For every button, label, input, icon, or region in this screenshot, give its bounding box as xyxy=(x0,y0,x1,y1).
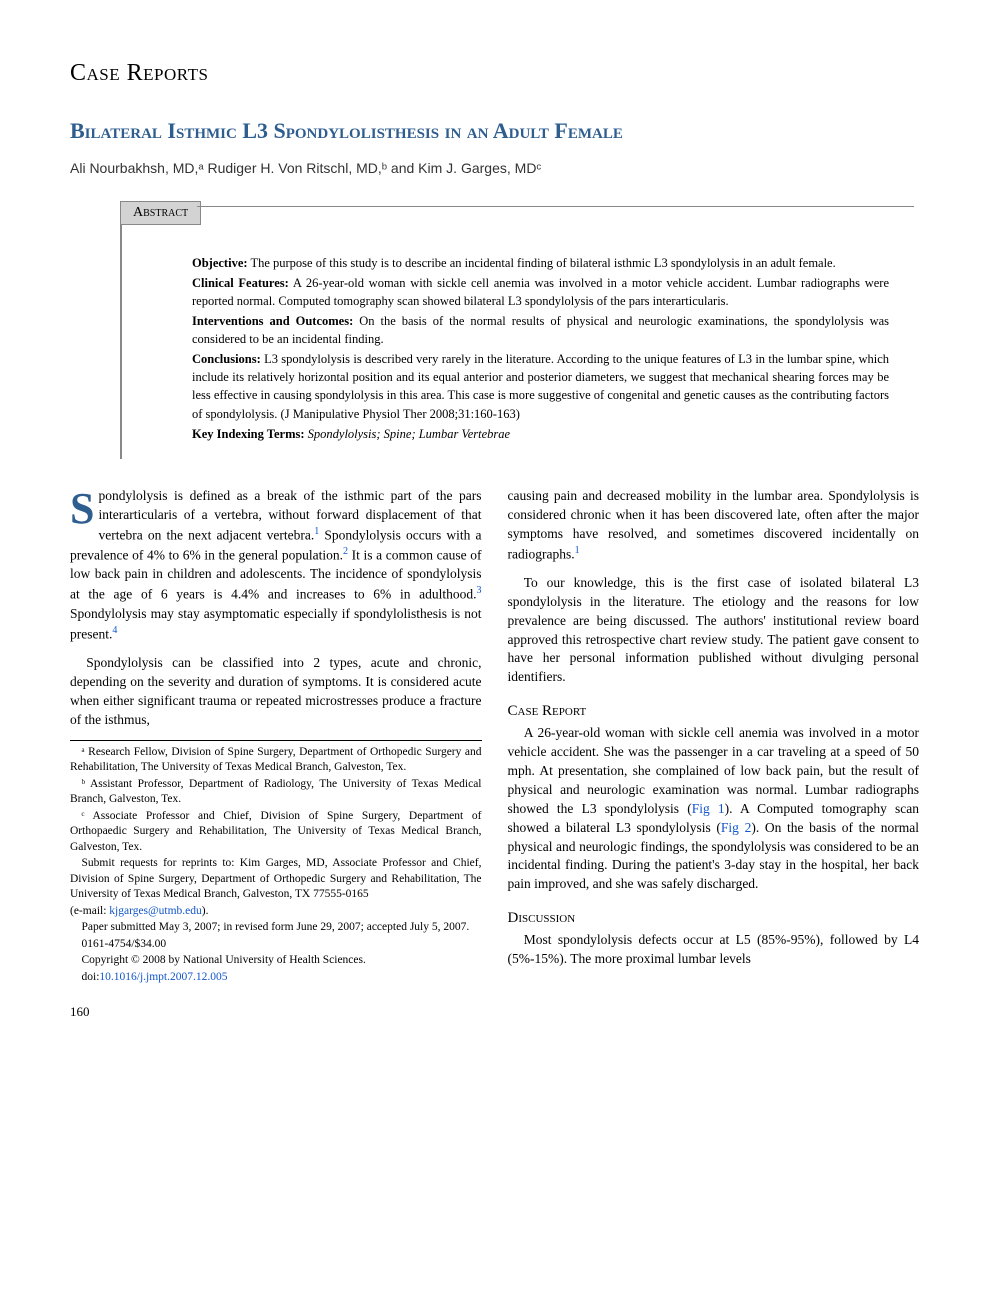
abstract-clinical: A 26-year-old woman with sickle cell ane… xyxy=(192,276,889,308)
footnote-c: ᶜ Associate Professor and Chief, Divisio… xyxy=(70,809,482,856)
case-report-heading: Case Report xyxy=(508,701,920,722)
ref-3[interactable]: 3 xyxy=(477,585,482,596)
abstract-objective: The purpose of this study is to describe… xyxy=(250,256,835,270)
discussion-heading: Discussion xyxy=(508,908,920,929)
footnotes: ᵃ Research Fellow, Division of Spine Sur… xyxy=(70,740,482,986)
abstract-label: Abstract xyxy=(120,201,201,225)
doi-link[interactable]: 10.1016/j.jmpt.2007.12.005 xyxy=(99,971,227,983)
body-p1d: Spondylolysis may stay asymptomatic espe… xyxy=(70,606,482,641)
footnote-doi: doi:10.1016/j.jmpt.2007.12.005 xyxy=(70,970,482,986)
ref-1b[interactable]: 1 xyxy=(575,545,580,556)
abstract-clinical-label: Clinical Features: xyxy=(192,276,289,290)
fig1-link[interactable]: Fig 1 xyxy=(692,801,725,816)
footnote-dates: Paper submitted May 3, 2007; in revised … xyxy=(70,920,482,936)
abstract-box: Abstract Objective: The purpose of this … xyxy=(120,212,919,459)
body-p3a: causing pain and decreased mobility in t… xyxy=(508,488,920,561)
footnote-price: 0161-4754/$34.00 xyxy=(70,937,482,953)
author-line: Ali Nourbakhsh, MD,ᵃ Rudiger H. Von Rits… xyxy=(70,160,919,176)
section-label: Case Reports xyxy=(70,60,919,87)
email-link[interactable]: kjgarges@utmb.edu xyxy=(109,905,201,917)
abstract-concl: L3 spondylolysis is described very rarel… xyxy=(192,352,889,420)
body-p1: Spondylolysis is defined as a break of t… xyxy=(70,487,482,644)
body-columns: Spondylolysis is defined as a break of t… xyxy=(70,487,919,986)
disc-p1: Most spondylolysis defects occur at L5 (… xyxy=(508,931,920,969)
abstract-concl-label: Conclusions: xyxy=(192,352,261,366)
footnote-a: ᵃ Research Fellow, Division of Spine Sur… xyxy=(70,745,482,776)
footnote-submit: Submit requests for reprints to: Kim Gar… xyxy=(70,856,482,903)
footnote-b: ᵇ Assistant Professor, Department of Rad… xyxy=(70,777,482,808)
fig2-link[interactable]: Fig 2 xyxy=(721,820,751,835)
page-number: 160 xyxy=(70,1004,919,1020)
abstract-interv-label: Interventions and Outcomes: xyxy=(192,314,353,328)
body-p4: To our knowledge, this is the first case… xyxy=(508,574,920,687)
body-p3: causing pain and decreased mobility in t… xyxy=(508,487,920,564)
ref-4[interactable]: 4 xyxy=(112,625,117,636)
footnote-email: (e-mail: kjgarges@utmb.edu). xyxy=(70,904,482,920)
article-title: Bilateral Isthmic L3 Spondylolisthesis i… xyxy=(70,117,919,146)
abstract-content: Objective: The purpose of this study is … xyxy=(122,236,919,459)
abstract-objective-label: Objective: xyxy=(192,256,248,270)
case-p1: A 26-year-old woman with sickle cell ane… xyxy=(508,724,920,894)
abstract-keywords: Spondylolysis; Spine; Lumbar Vertebrae xyxy=(308,427,510,441)
body-p2: Spondylolysis can be classified into 2 t… xyxy=(70,654,482,730)
abstract-key-label: Key Indexing Terms: xyxy=(192,427,305,441)
footnote-copyright: Copyright © 2008 by National University … xyxy=(70,953,482,969)
